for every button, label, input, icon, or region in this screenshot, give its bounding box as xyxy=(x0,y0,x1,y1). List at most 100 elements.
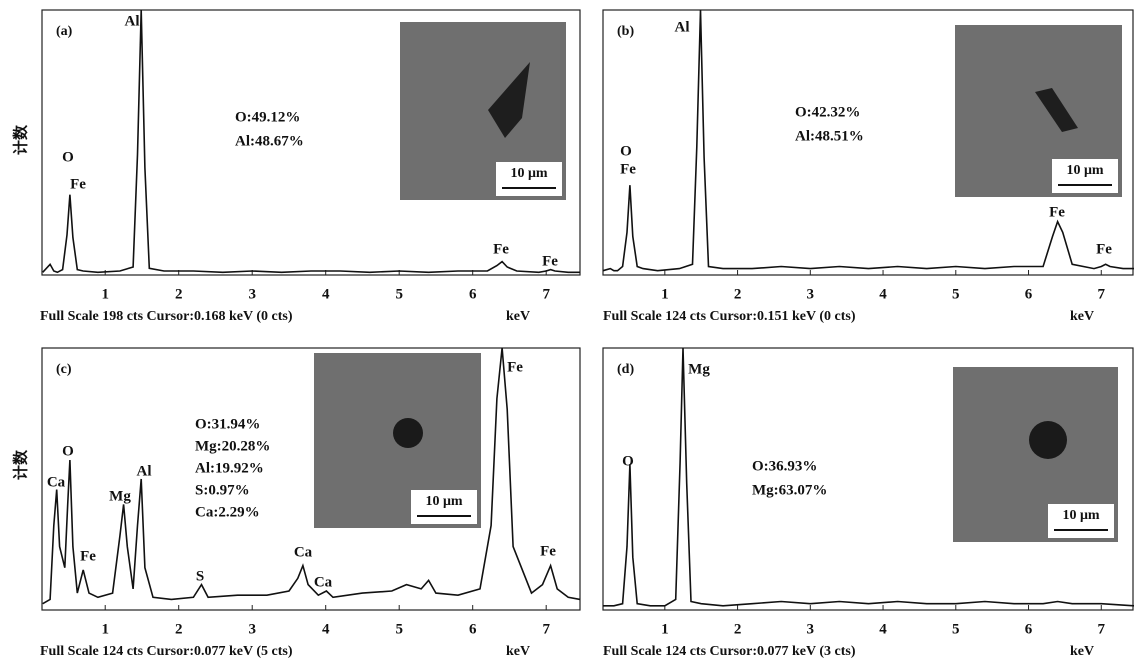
particle xyxy=(1029,421,1067,459)
scale-bar-box xyxy=(1052,159,1118,193)
composition-line: O:49.12% xyxy=(235,109,300,125)
peak-label: Fe xyxy=(507,359,523,375)
x-tick-label: 7 xyxy=(542,621,550,637)
composition-line: Al:48.67% xyxy=(235,133,304,149)
scale-bar-label: 10 μm xyxy=(1066,163,1103,178)
panel-label: (b) xyxy=(617,24,634,39)
x-tick-label: 2 xyxy=(734,286,742,302)
x-tick-label: 2 xyxy=(175,621,183,637)
y-axis-label: 计数 xyxy=(11,449,29,480)
x-tick-label: 6 xyxy=(1025,621,1033,637)
peak-label: Al xyxy=(137,463,152,479)
plot-frame xyxy=(602,347,1134,611)
scale-bar-box xyxy=(411,490,477,524)
panel-label: (d) xyxy=(617,362,634,377)
peak-label: Ca xyxy=(47,474,66,490)
spectrum-line xyxy=(42,9,580,274)
spectrum-panel: 1 2 3 4 5 6 7 (b) Al O Fe Fe Fe O:42.32% Al:48.51% 10 μ… xyxy=(602,9,1134,324)
spectrum-line xyxy=(602,9,1134,272)
composition-line: O:31.94% xyxy=(195,416,260,432)
footer: Full Scale 124 cts Cursor:0.151 keV (0 c… xyxy=(603,309,856,324)
peak-label: Ca xyxy=(294,544,313,560)
x-tick-label: 3 xyxy=(807,621,815,637)
peak-label: Mg xyxy=(688,361,710,377)
x-tick-label: 6 xyxy=(469,621,477,637)
particle xyxy=(393,418,423,448)
scale-bar-label: 10 μm xyxy=(425,494,462,509)
peak-label: Fe xyxy=(80,548,96,564)
x-axis-label: keV xyxy=(1070,644,1094,659)
spectrum-panel: 1 2 3 4 5 6 7(c)计数FeOCaMgAlFeSCaCaFeO:31.94%Mg… xyxy=(11,347,581,659)
x-tick-label: 5 xyxy=(395,621,403,637)
peak-label: O xyxy=(62,149,74,165)
peak-label: Al xyxy=(675,19,690,35)
footer: Full Scale 198 cts Cursor:0.168 keV (0 c… xyxy=(40,309,293,324)
x-tick-label: 3 xyxy=(248,621,256,637)
x-tick-label: 7 xyxy=(542,286,550,302)
x-tick-label: 7 xyxy=(1098,286,1106,302)
x-tick-label: 1 xyxy=(661,286,669,302)
y-axis-label: 计数 xyxy=(11,124,29,155)
x-tick-label: 2 xyxy=(175,286,183,302)
peak-label: O xyxy=(62,443,74,459)
x-tick-label: 1 xyxy=(101,621,109,637)
peak-label: Fe xyxy=(1096,241,1112,257)
peak-label: Mg xyxy=(109,488,131,504)
composition-line: O:36.93% xyxy=(752,458,817,474)
scale-bar-label: 10 μm xyxy=(1062,508,1099,523)
x-tick-label: 4 xyxy=(879,621,887,637)
peak-label: Fe xyxy=(620,161,636,177)
x-tick-label: 4 xyxy=(322,286,330,302)
peak-label: Fe xyxy=(540,543,556,559)
peak-label: Fe xyxy=(1049,204,1065,220)
x-tick-label: 6 xyxy=(1025,286,1033,302)
composition-line: Ca:2.29% xyxy=(195,504,260,520)
particle xyxy=(488,62,530,138)
x-tick-label: 6 xyxy=(469,286,477,302)
peak-label: Fe xyxy=(542,253,558,269)
x-axis-label: keV xyxy=(506,309,530,324)
scale-bar-box xyxy=(496,162,562,196)
x-tick-label: 3 xyxy=(807,286,815,302)
peak-label: O xyxy=(620,143,632,159)
plot-frame xyxy=(41,347,581,611)
footer: Full Scale 124 cts Cursor:0.077 keV (5 c… xyxy=(40,644,293,659)
scale-bar-box xyxy=(1048,504,1114,538)
x-tick-label: 3 xyxy=(248,286,256,302)
panel-label: (c) xyxy=(56,362,72,377)
x-tick-label: 5 xyxy=(395,286,403,302)
x-tick-label: 5 xyxy=(952,621,960,637)
x-axis-label: keV xyxy=(506,644,530,659)
x-tick-label: 7 xyxy=(1098,621,1106,637)
composition-line: Mg:20.28% xyxy=(195,438,270,454)
composition-line: S:0.97% xyxy=(195,482,250,498)
composition-line: Al:19.92% xyxy=(195,460,264,476)
peak-label: Al xyxy=(125,13,140,29)
peak-label: Fe xyxy=(493,241,509,257)
spectrum-panel: 1 2 3 4 5 6 7 (d) Mg O O:36.93% Mg:63.07% 10 μm Full … xyxy=(602,347,1134,659)
x-tick-label: 4 xyxy=(879,286,887,302)
spectrum-line xyxy=(603,347,1134,607)
peak-label: Fe xyxy=(70,176,86,192)
x-tick-label: 5 xyxy=(952,286,960,302)
composition-line: O:42.32% xyxy=(795,104,860,120)
scale-bar-label: 10 μm xyxy=(510,166,547,181)
x-tick-label: 1 xyxy=(661,621,669,637)
plot-frame xyxy=(41,9,581,276)
plot-frame xyxy=(602,9,1134,276)
x-tick-label: 1 xyxy=(101,286,109,302)
spectrum-panel: 1 2 3 4 5 6 7 (a) 计数 Al O Fe Fe Fe O:49.12% Al:48.67% 10… xyxy=(11,9,581,324)
spectrum-line xyxy=(42,347,581,605)
composition-line: Al:48.51% xyxy=(795,128,864,144)
x-tick-label: 2 xyxy=(734,621,742,637)
particle xyxy=(1035,88,1078,132)
x-tick-label: 4 xyxy=(322,621,330,637)
peak-label: Ca xyxy=(314,574,333,590)
panel-label: (a) xyxy=(56,24,73,39)
x-axis-label: keV xyxy=(1070,309,1094,324)
composition-line: Mg:63.07% xyxy=(752,482,827,498)
peak-label: S xyxy=(196,568,204,584)
peak-label: O xyxy=(622,453,634,469)
footer: Full Scale 124 cts Cursor:0.077 keV (3 c… xyxy=(603,644,856,659)
